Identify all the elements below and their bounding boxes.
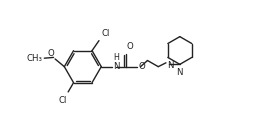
Text: N: N xyxy=(177,68,183,77)
Text: N: N xyxy=(114,62,120,71)
Text: CH₃: CH₃ xyxy=(27,54,43,63)
Text: O: O xyxy=(48,49,54,58)
Text: Cl: Cl xyxy=(101,29,110,38)
Text: Cl: Cl xyxy=(58,96,67,105)
Text: O: O xyxy=(138,62,145,71)
Text: H: H xyxy=(114,53,120,62)
Text: O: O xyxy=(127,42,133,51)
Text: N: N xyxy=(167,61,174,70)
